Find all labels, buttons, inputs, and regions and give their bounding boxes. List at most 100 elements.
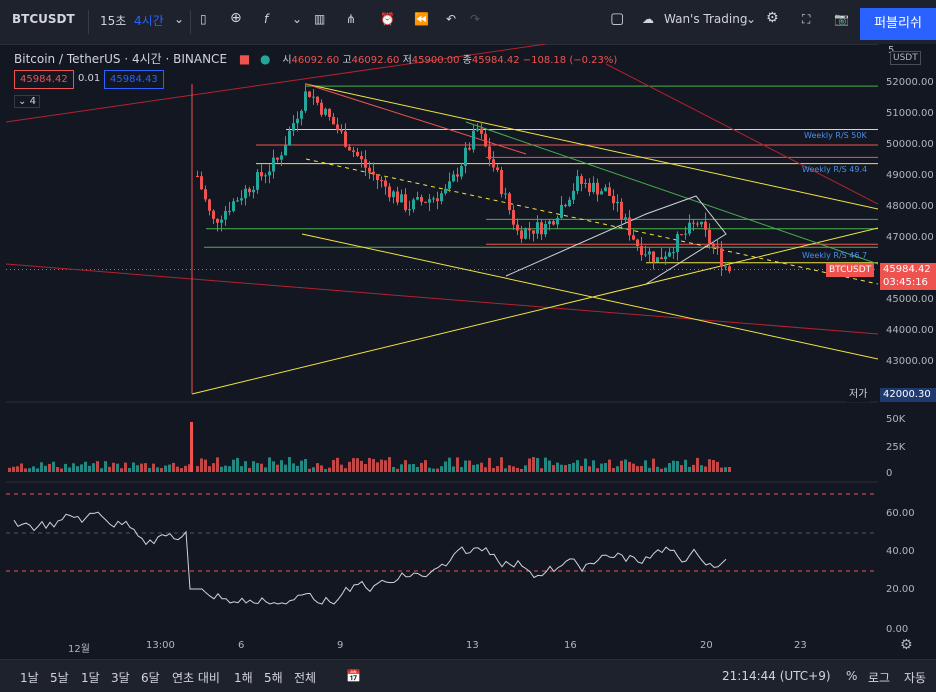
volume-bar xyxy=(312,467,315,472)
plus-circle-icon[interactable]: ⊕ xyxy=(230,10,242,26)
range-5d[interactable]: 5날 xyxy=(50,671,69,685)
undo-icon[interactable]: ↶ xyxy=(446,12,457,26)
workspace-name[interactable]: Wan's Trading xyxy=(664,12,748,26)
volume-bar xyxy=(588,466,591,472)
volume-bar xyxy=(372,459,375,472)
candle-body xyxy=(364,159,367,168)
interval-4h[interactable]: 4시간 xyxy=(134,14,164,28)
currency-button[interactable]: USDT xyxy=(890,51,921,65)
volume-bar xyxy=(180,468,183,472)
gear-icon[interactable]: ⚙ xyxy=(766,10,779,26)
range-1y[interactable]: 1해 xyxy=(234,671,253,685)
volume-bar xyxy=(80,464,83,472)
buy-price-button[interactable]: 45984.43 xyxy=(104,70,164,89)
volume-bar xyxy=(28,468,31,472)
volume-bar xyxy=(224,465,227,472)
price-axis[interactable]: 5 USDT 52000.00 51000.00 50000.00 49000.… xyxy=(878,44,936,635)
candle-body xyxy=(328,108,331,117)
volume-bar xyxy=(120,468,123,472)
trend-line xyxy=(305,83,878,210)
volume-bar xyxy=(324,468,327,472)
volume-bar xyxy=(156,467,159,472)
high-label: 고 xyxy=(342,55,352,66)
replay-icon[interactable]: ⏪ xyxy=(414,12,429,26)
volume-bar xyxy=(708,459,711,472)
trend-line xyxy=(605,63,878,205)
candle-body xyxy=(224,211,227,220)
candle-body xyxy=(260,172,263,177)
volume-bar xyxy=(216,457,219,472)
candle-body xyxy=(332,116,335,125)
candle-body xyxy=(544,223,547,235)
fx-icon[interactable]: f xyxy=(264,12,269,26)
cloud-icon[interactable]: ☁ xyxy=(642,12,654,26)
auto-toggle[interactable]: 자동 xyxy=(904,671,927,685)
fx-dropdown-icon[interactable]: ⌄ xyxy=(292,12,303,26)
candle-body xyxy=(632,235,635,240)
range-5y[interactable]: 5해 xyxy=(264,671,283,685)
candle-body xyxy=(292,123,295,131)
publish-button[interactable]: 퍼블리쉬 xyxy=(860,8,936,40)
trend-line xyxy=(301,233,878,360)
volume-bar xyxy=(128,468,131,472)
volume-bar xyxy=(488,457,491,472)
symbol-search[interactable]: BTCUSDT xyxy=(12,12,75,26)
symbol-tag: BTCUSDT xyxy=(826,263,875,277)
candle-icon[interactable]: ▯ xyxy=(200,12,207,26)
interval-15s[interactable]: 15초 xyxy=(100,14,127,28)
volume-bar xyxy=(628,461,631,472)
candle-body xyxy=(428,199,431,203)
range-6m[interactable]: 6달 xyxy=(141,671,160,685)
volume-bar xyxy=(576,460,579,472)
volume-bar xyxy=(288,457,291,472)
time-tick: 9 xyxy=(337,640,344,651)
volume-bar xyxy=(472,464,475,472)
volume-bar xyxy=(496,466,499,472)
candle-body xyxy=(288,130,291,146)
candle-body xyxy=(688,222,691,234)
candle-body xyxy=(584,182,587,184)
chart-settings-icon[interactable]: ⚙ xyxy=(900,637,913,653)
bar-chart-icon[interactable]: ▥ xyxy=(314,12,326,26)
volume-bar xyxy=(404,460,407,472)
indicator-icon[interactable]: ⋔ xyxy=(346,12,357,26)
candle-body xyxy=(284,145,287,156)
price-tick: 43000.00 xyxy=(886,356,934,367)
volume-bar xyxy=(624,459,627,472)
red-dot-icon: ■ xyxy=(238,52,251,66)
chart-canvas[interactable] xyxy=(6,44,878,631)
candle-body xyxy=(244,188,247,199)
fullscreen-icon[interactable]: ⛶ xyxy=(802,12,811,26)
candle-body xyxy=(232,201,235,212)
candle-body xyxy=(472,130,475,150)
sell-price-button[interactable]: 45984.42 xyxy=(14,70,74,89)
range-1m[interactable]: 1달 xyxy=(81,671,100,685)
redo-icon[interactable]: ↷ xyxy=(470,12,481,26)
range-3m[interactable]: 3달 xyxy=(111,671,130,685)
layout-icon[interactable]: ▢ xyxy=(610,9,625,27)
range-ytd[interactable]: 연초 대비 xyxy=(172,671,220,685)
candle-body xyxy=(212,210,215,219)
range-all[interactable]: 전체 xyxy=(294,671,317,685)
log-toggle[interactable]: 로그 xyxy=(868,671,891,685)
volume-bar xyxy=(56,467,59,472)
alert-icon[interactable]: ⏰ xyxy=(380,12,395,26)
percent-toggle[interactable]: % xyxy=(846,669,858,683)
volume-bar xyxy=(68,467,71,472)
volume-bar xyxy=(100,468,103,472)
volume-bar xyxy=(592,460,595,472)
volume-bar xyxy=(112,462,115,472)
volume-bar xyxy=(8,467,11,472)
candle-body xyxy=(692,222,695,224)
clock-display[interactable]: 21:14:44 (UTC+9) xyxy=(722,669,831,683)
collapse-indicators-button[interactable]: ⌄ 4 xyxy=(14,95,40,108)
date-range-icon[interactable]: 📅 xyxy=(346,669,361,683)
candle-body xyxy=(592,182,595,193)
workspace-dropdown-icon[interactable]: ⌄ xyxy=(746,12,757,26)
candle-body xyxy=(368,167,371,172)
camera-icon[interactable]: 📷 xyxy=(834,12,849,26)
volume-bar xyxy=(468,460,471,472)
range-1d[interactable]: 1날 xyxy=(20,671,39,685)
candle-body xyxy=(444,188,447,194)
interval-dropdown-icon[interactable]: ⌄ xyxy=(174,12,185,26)
